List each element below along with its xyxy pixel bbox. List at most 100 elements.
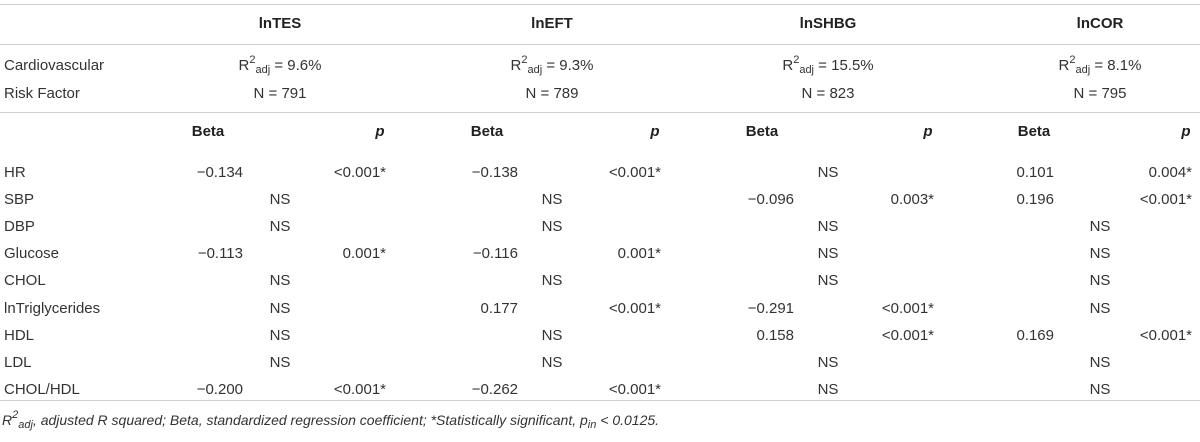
ns-cell: NS bbox=[817, 354, 839, 371]
sample-size: N = 795 bbox=[1073, 85, 1127, 102]
bottom-rule bbox=[0, 400, 1200, 401]
p-value: <0.001* bbox=[333, 164, 386, 181]
row-label: Glucose bbox=[4, 245, 60, 262]
sample-size: N = 823 bbox=[801, 85, 855, 102]
sample-size: N = 789 bbox=[525, 85, 579, 102]
row-header-line-2: Risk Factor bbox=[4, 85, 80, 102]
r2-number: = 9.3% bbox=[542, 57, 594, 74]
footnote-text-main: , adjusted R squared; Beta, standardized… bbox=[32, 412, 588, 428]
ns-cell: NS bbox=[817, 245, 839, 262]
group-header: lnSHBG bbox=[799, 15, 857, 32]
row-label: LDL bbox=[4, 354, 32, 371]
r2-value: R2adj = 9.6% bbox=[238, 54, 322, 76]
p-value: <0.001* bbox=[608, 164, 661, 181]
ns-cell: NS bbox=[1089, 272, 1111, 289]
row-label: HDL bbox=[4, 327, 35, 344]
sample-size: N = 791 bbox=[253, 85, 307, 102]
row-label: CHOL/HDL bbox=[4, 381, 80, 398]
beta-header: Beta bbox=[470, 123, 504, 140]
ns-cell: NS bbox=[1089, 381, 1111, 398]
p-header: p bbox=[1181, 123, 1191, 140]
r2-value: R2adj = 15.5% bbox=[782, 54, 874, 76]
group-header: lnCOR bbox=[1076, 15, 1124, 32]
beta-value: −0.262 bbox=[471, 381, 518, 398]
beta-value: −0.113 bbox=[197, 245, 243, 262]
r2-sup: 2 bbox=[521, 54, 528, 66]
p-value: 0.001* bbox=[617, 245, 661, 262]
ns-cell: NS bbox=[269, 191, 291, 208]
ns-cell: NS bbox=[541, 272, 563, 289]
beta-value: −0.134 bbox=[196, 164, 243, 181]
beta-value: −0.096 bbox=[747, 191, 794, 208]
beta-header: Beta bbox=[745, 123, 779, 140]
header-rule bbox=[0, 44, 1200, 45]
r2-sub: adj bbox=[1075, 64, 1091, 76]
r2-number: = 15.5% bbox=[814, 57, 874, 74]
row-label: HR bbox=[4, 164, 26, 181]
beta-value: −0.291 bbox=[747, 300, 794, 317]
row-label: SBP bbox=[4, 191, 35, 208]
top-rule bbox=[0, 4, 1200, 5]
footnote-r2-symbol: R bbox=[2, 412, 13, 428]
p-value: <0.001* bbox=[881, 300, 934, 317]
p-value: <0.001* bbox=[608, 381, 661, 398]
beta-value: 0.196 bbox=[1016, 191, 1054, 208]
ns-cell: NS bbox=[817, 272, 839, 289]
row-label: DBP bbox=[4, 218, 35, 235]
r2-sub: adj bbox=[799, 64, 815, 76]
p-value: <0.001* bbox=[1139, 191, 1192, 208]
p-header: p bbox=[923, 123, 933, 140]
beta-header: Beta bbox=[1017, 123, 1051, 140]
row-label: lnTriglycerides bbox=[4, 300, 101, 317]
beta-value: 0.169 bbox=[1016, 327, 1054, 344]
p-value: <0.001* bbox=[608, 300, 661, 317]
r2-symbol: R bbox=[238, 57, 250, 74]
ns-cell: NS bbox=[817, 381, 839, 398]
ns-cell: NS bbox=[1089, 245, 1111, 262]
r2-value: R2adj = 9.3% bbox=[510, 54, 594, 76]
r2-sup: 2 bbox=[793, 54, 800, 66]
ns-cell: NS bbox=[541, 218, 563, 235]
group-header: lnEFT bbox=[531, 15, 573, 32]
r2-symbol: R bbox=[782, 57, 794, 74]
row-header-line-1: Cardiovascular bbox=[4, 57, 105, 74]
r2-sup: 2 bbox=[249, 54, 256, 66]
p-value: 0.003* bbox=[890, 191, 934, 208]
r2-number: = 9.6% bbox=[270, 57, 322, 74]
ns-cell: NS bbox=[541, 327, 563, 344]
p-value: 0.001* bbox=[342, 245, 386, 262]
footnote: R2adj, adjusted R squared; Beta, standar… bbox=[2, 409, 660, 431]
ns-cell: NS bbox=[1089, 218, 1111, 235]
p-header: p bbox=[650, 123, 660, 140]
footnote-r2-sub: adj bbox=[18, 419, 33, 431]
p-value: <0.001* bbox=[333, 381, 386, 398]
ns-cell: NS bbox=[269, 218, 291, 235]
beta-value: −0.138 bbox=[471, 164, 518, 181]
footnote-text-end: < 0.0125. bbox=[596, 412, 660, 428]
beta-value: 0.177 bbox=[480, 300, 518, 317]
ns-cell: NS bbox=[1089, 354, 1111, 371]
r2-sub: adj bbox=[255, 64, 271, 76]
r2-number: = 8.1% bbox=[1090, 57, 1142, 74]
p-header: p bbox=[375, 123, 385, 140]
ns-cell: NS bbox=[269, 327, 291, 344]
r2-sub: adj bbox=[527, 64, 543, 76]
p-value: <0.001* bbox=[881, 327, 934, 344]
footnote-p-sub: in bbox=[587, 419, 597, 431]
r2-symbol: R bbox=[510, 57, 522, 74]
ns-cell: NS bbox=[541, 354, 563, 371]
beta-value: 0.101 bbox=[1016, 164, 1054, 181]
r2-value: R2adj = 8.1% bbox=[1058, 55, 1142, 76]
ns-cell: NS bbox=[269, 300, 291, 317]
group-rule bbox=[0, 112, 1200, 113]
beta-value: −0.200 bbox=[196, 381, 243, 398]
r2-symbol: R bbox=[1058, 57, 1070, 74]
ns-cell: NS bbox=[817, 164, 839, 181]
p-value: <0.001* bbox=[1139, 327, 1192, 344]
footnote-r2-sup: 2 bbox=[12, 409, 19, 421]
ns-cell: NS bbox=[817, 218, 839, 235]
beta-value: 0.158 bbox=[756, 327, 794, 344]
beta-value: −0.116 bbox=[472, 245, 518, 262]
beta-header: Beta bbox=[191, 123, 225, 140]
p-value: 0.004* bbox=[1148, 164, 1192, 181]
